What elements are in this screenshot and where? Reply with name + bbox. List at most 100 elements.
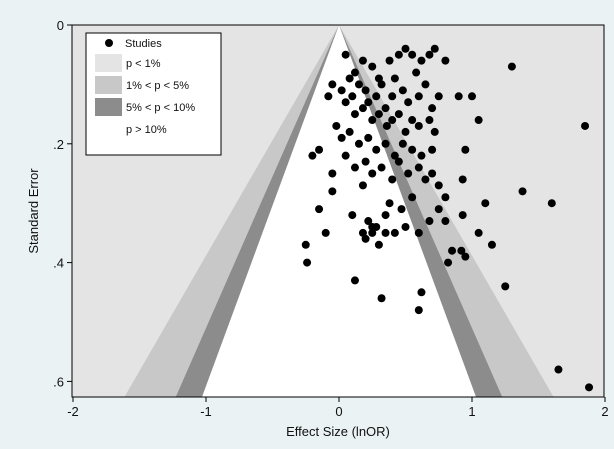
study-point bbox=[382, 121, 391, 130]
study-point bbox=[368, 228, 377, 237]
study-point bbox=[408, 145, 417, 154]
study-point bbox=[474, 228, 483, 237]
study-point bbox=[414, 92, 423, 101]
study-point bbox=[458, 211, 467, 220]
study-point bbox=[390, 228, 399, 237]
study-point bbox=[348, 92, 357, 101]
contour-regions bbox=[124, 25, 554, 397]
study-point bbox=[487, 240, 496, 249]
study-point bbox=[444, 258, 453, 267]
study-point bbox=[328, 80, 337, 89]
study-point bbox=[401, 127, 410, 136]
study-point bbox=[315, 205, 324, 214]
study-point bbox=[372, 92, 381, 101]
study-point bbox=[414, 121, 423, 130]
study-point bbox=[358, 181, 367, 190]
study-point bbox=[441, 193, 450, 202]
study-point bbox=[404, 169, 413, 178]
study-point bbox=[414, 228, 423, 237]
x-axis-title: Effect Size (lnOR) bbox=[286, 424, 390, 439]
study-point bbox=[350, 68, 359, 77]
y-tick-label: 0 bbox=[57, 18, 64, 33]
study-point bbox=[388, 175, 397, 184]
contour-region-nonsignificant bbox=[201, 25, 477, 397]
study-point bbox=[341, 98, 350, 107]
study-point bbox=[385, 199, 394, 208]
study-point bbox=[468, 92, 476, 101]
study-point bbox=[364, 98, 373, 107]
axis-ticks: -2 -1 0 1 2 0 .2 .4 .6 bbox=[53, 18, 608, 419]
study-point bbox=[341, 50, 350, 59]
study-point bbox=[394, 157, 403, 166]
study-point bbox=[328, 169, 337, 178]
study-point bbox=[417, 56, 426, 65]
y-tick-label: .2 bbox=[53, 137, 64, 152]
study-point bbox=[428, 145, 437, 154]
study-point bbox=[481, 199, 490, 208]
study-point bbox=[430, 44, 439, 53]
study-point bbox=[361, 86, 370, 95]
study-point bbox=[358, 228, 367, 237]
study-point bbox=[368, 62, 377, 71]
study-point bbox=[417, 288, 426, 297]
study-point bbox=[390, 151, 399, 160]
study-point bbox=[381, 228, 390, 237]
legend-label-pgt10: p > 10% bbox=[126, 124, 167, 136]
x-tick-label: 1 bbox=[468, 404, 475, 419]
study-point bbox=[408, 193, 417, 202]
study-point bbox=[428, 104, 437, 113]
study-point bbox=[385, 56, 394, 65]
legend-swatch-p10 bbox=[95, 98, 122, 116]
study-point bbox=[354, 80, 363, 89]
study-point bbox=[404, 98, 413, 107]
study-point bbox=[507, 62, 516, 71]
study-point bbox=[448, 246, 457, 255]
study-point bbox=[434, 181, 443, 190]
x-tick-label: -2 bbox=[67, 404, 79, 419]
study-point bbox=[341, 151, 350, 160]
study-point bbox=[457, 246, 466, 255]
study-point bbox=[518, 187, 527, 196]
study-point bbox=[428, 169, 437, 178]
study-point bbox=[401, 222, 410, 231]
study-point bbox=[315, 145, 324, 154]
study-point bbox=[337, 86, 346, 95]
study-point bbox=[328, 187, 337, 196]
study-point bbox=[461, 145, 470, 154]
study-point bbox=[454, 92, 463, 101]
x-tick-label: 0 bbox=[335, 404, 342, 419]
y-tick-label: .6 bbox=[53, 374, 64, 389]
study-point bbox=[461, 252, 470, 261]
study-point bbox=[414, 163, 423, 172]
study-point bbox=[364, 217, 373, 226]
study-point bbox=[358, 56, 367, 65]
study-point bbox=[397, 205, 406, 214]
legend: Studies p < 1% 1% < p < 5% 5% < p < 10% … bbox=[85, 32, 222, 156]
study-point bbox=[401, 44, 410, 53]
study-point bbox=[547, 199, 556, 208]
study-point bbox=[421, 80, 430, 89]
x-tick-label: 2 bbox=[601, 404, 608, 419]
study-point bbox=[372, 145, 381, 154]
y-axis-title: Standard Error bbox=[26, 168, 41, 254]
study-point bbox=[388, 92, 397, 101]
legend-label-p1: p < 1% bbox=[126, 58, 161, 70]
study-point bbox=[585, 383, 594, 392]
study-point bbox=[394, 50, 403, 59]
study-point bbox=[345, 127, 354, 136]
study-point bbox=[358, 104, 367, 113]
study-point bbox=[374, 110, 383, 119]
study-point bbox=[425, 50, 434, 59]
study-point bbox=[425, 116, 434, 125]
study-point bbox=[364, 133, 373, 142]
study-point bbox=[303, 258, 312, 267]
y-tick-label: .4 bbox=[53, 256, 64, 271]
legend-swatch-pgt10 bbox=[95, 120, 122, 138]
study-point bbox=[434, 92, 443, 101]
study-point bbox=[458, 175, 467, 184]
study-point bbox=[421, 175, 430, 184]
plot-frame bbox=[71, 24, 605, 398]
study-point bbox=[381, 211, 390, 220]
study-point bbox=[301, 240, 310, 249]
